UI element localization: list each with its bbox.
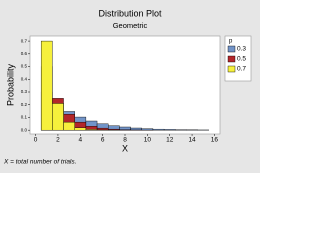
x-tick-label: 6 xyxy=(101,137,105,144)
x-axis-label: X xyxy=(122,143,128,153)
legend-swatch xyxy=(227,65,236,73)
legend-title: p xyxy=(229,39,233,45)
y-axis-label: Probability xyxy=(5,63,15,106)
bar xyxy=(119,129,131,131)
legend-swatch xyxy=(227,55,236,63)
legend-label: 0.3 xyxy=(237,46,246,53)
y-tick-label: 0.4 xyxy=(21,76,28,81)
chart-subtitle: Geometric xyxy=(113,21,148,30)
legend-label: 0.7 xyxy=(237,66,246,73)
x-tick-label: 2 xyxy=(56,137,60,144)
bar xyxy=(63,121,75,131)
bar xyxy=(175,129,187,131)
bar xyxy=(74,127,87,131)
x-tick-label: 0 xyxy=(34,137,38,144)
bar xyxy=(85,129,98,131)
y-tick-label: 0.3 xyxy=(21,89,28,94)
x-tick-label: 10 xyxy=(144,137,152,144)
footnote: X = total number of trials. xyxy=(3,159,77,166)
x-tick-label: 8 xyxy=(123,137,127,144)
x-tick-label: 12 xyxy=(166,137,174,144)
legend-swatch xyxy=(227,45,236,53)
x-tick-label: 4 xyxy=(78,137,82,144)
bar xyxy=(152,128,165,131)
y-tick-label: 0.0 xyxy=(21,127,28,132)
bar xyxy=(40,40,53,131)
bar xyxy=(163,129,176,131)
chart-title: Distribution Plot xyxy=(98,8,162,18)
y-tick-label: 0.5 xyxy=(21,64,28,69)
x-tick-label: 14 xyxy=(188,137,196,144)
legend-label: 0.5 xyxy=(237,56,246,63)
y-tick-label: 0.6 xyxy=(21,51,28,56)
x-tick-label: 16 xyxy=(211,137,219,144)
y-tick-label: 0.7 xyxy=(21,38,28,43)
y-tick-label: 0.1 xyxy=(21,115,28,120)
chart: Distribution Plot Geometric X Probabilit… xyxy=(0,0,260,173)
bar xyxy=(52,103,64,131)
y-tick-label: 0.2 xyxy=(21,102,28,107)
